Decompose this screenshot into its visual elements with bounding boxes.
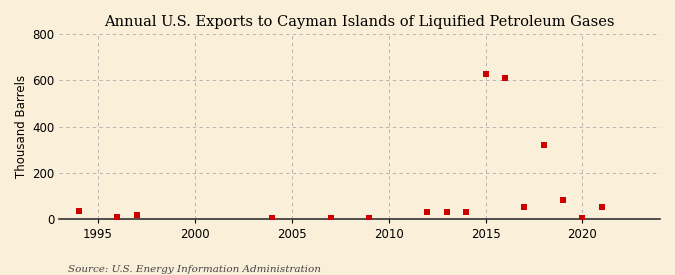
Point: [325, 215, 336, 220]
Point: [364, 215, 375, 220]
Point: [519, 205, 530, 209]
Point: [500, 76, 510, 80]
Text: Source: U.S. Energy Information Administration: Source: U.S. Energy Information Administ…: [68, 265, 321, 274]
Point: [577, 215, 588, 220]
Point: [441, 210, 452, 214]
Point: [132, 213, 142, 218]
Point: [74, 208, 84, 213]
Point: [558, 198, 568, 202]
Point: [480, 71, 491, 76]
Point: [112, 215, 123, 219]
Point: [597, 205, 608, 209]
Title: Annual U.S. Exports to Cayman Islands of Liquified Petroleum Gases: Annual U.S. Exports to Cayman Islands of…: [105, 15, 615, 29]
Point: [539, 143, 549, 147]
Point: [267, 215, 278, 220]
Y-axis label: Thousand Barrels: Thousand Barrels: [15, 75, 28, 178]
Point: [461, 210, 472, 214]
Point: [422, 210, 433, 214]
